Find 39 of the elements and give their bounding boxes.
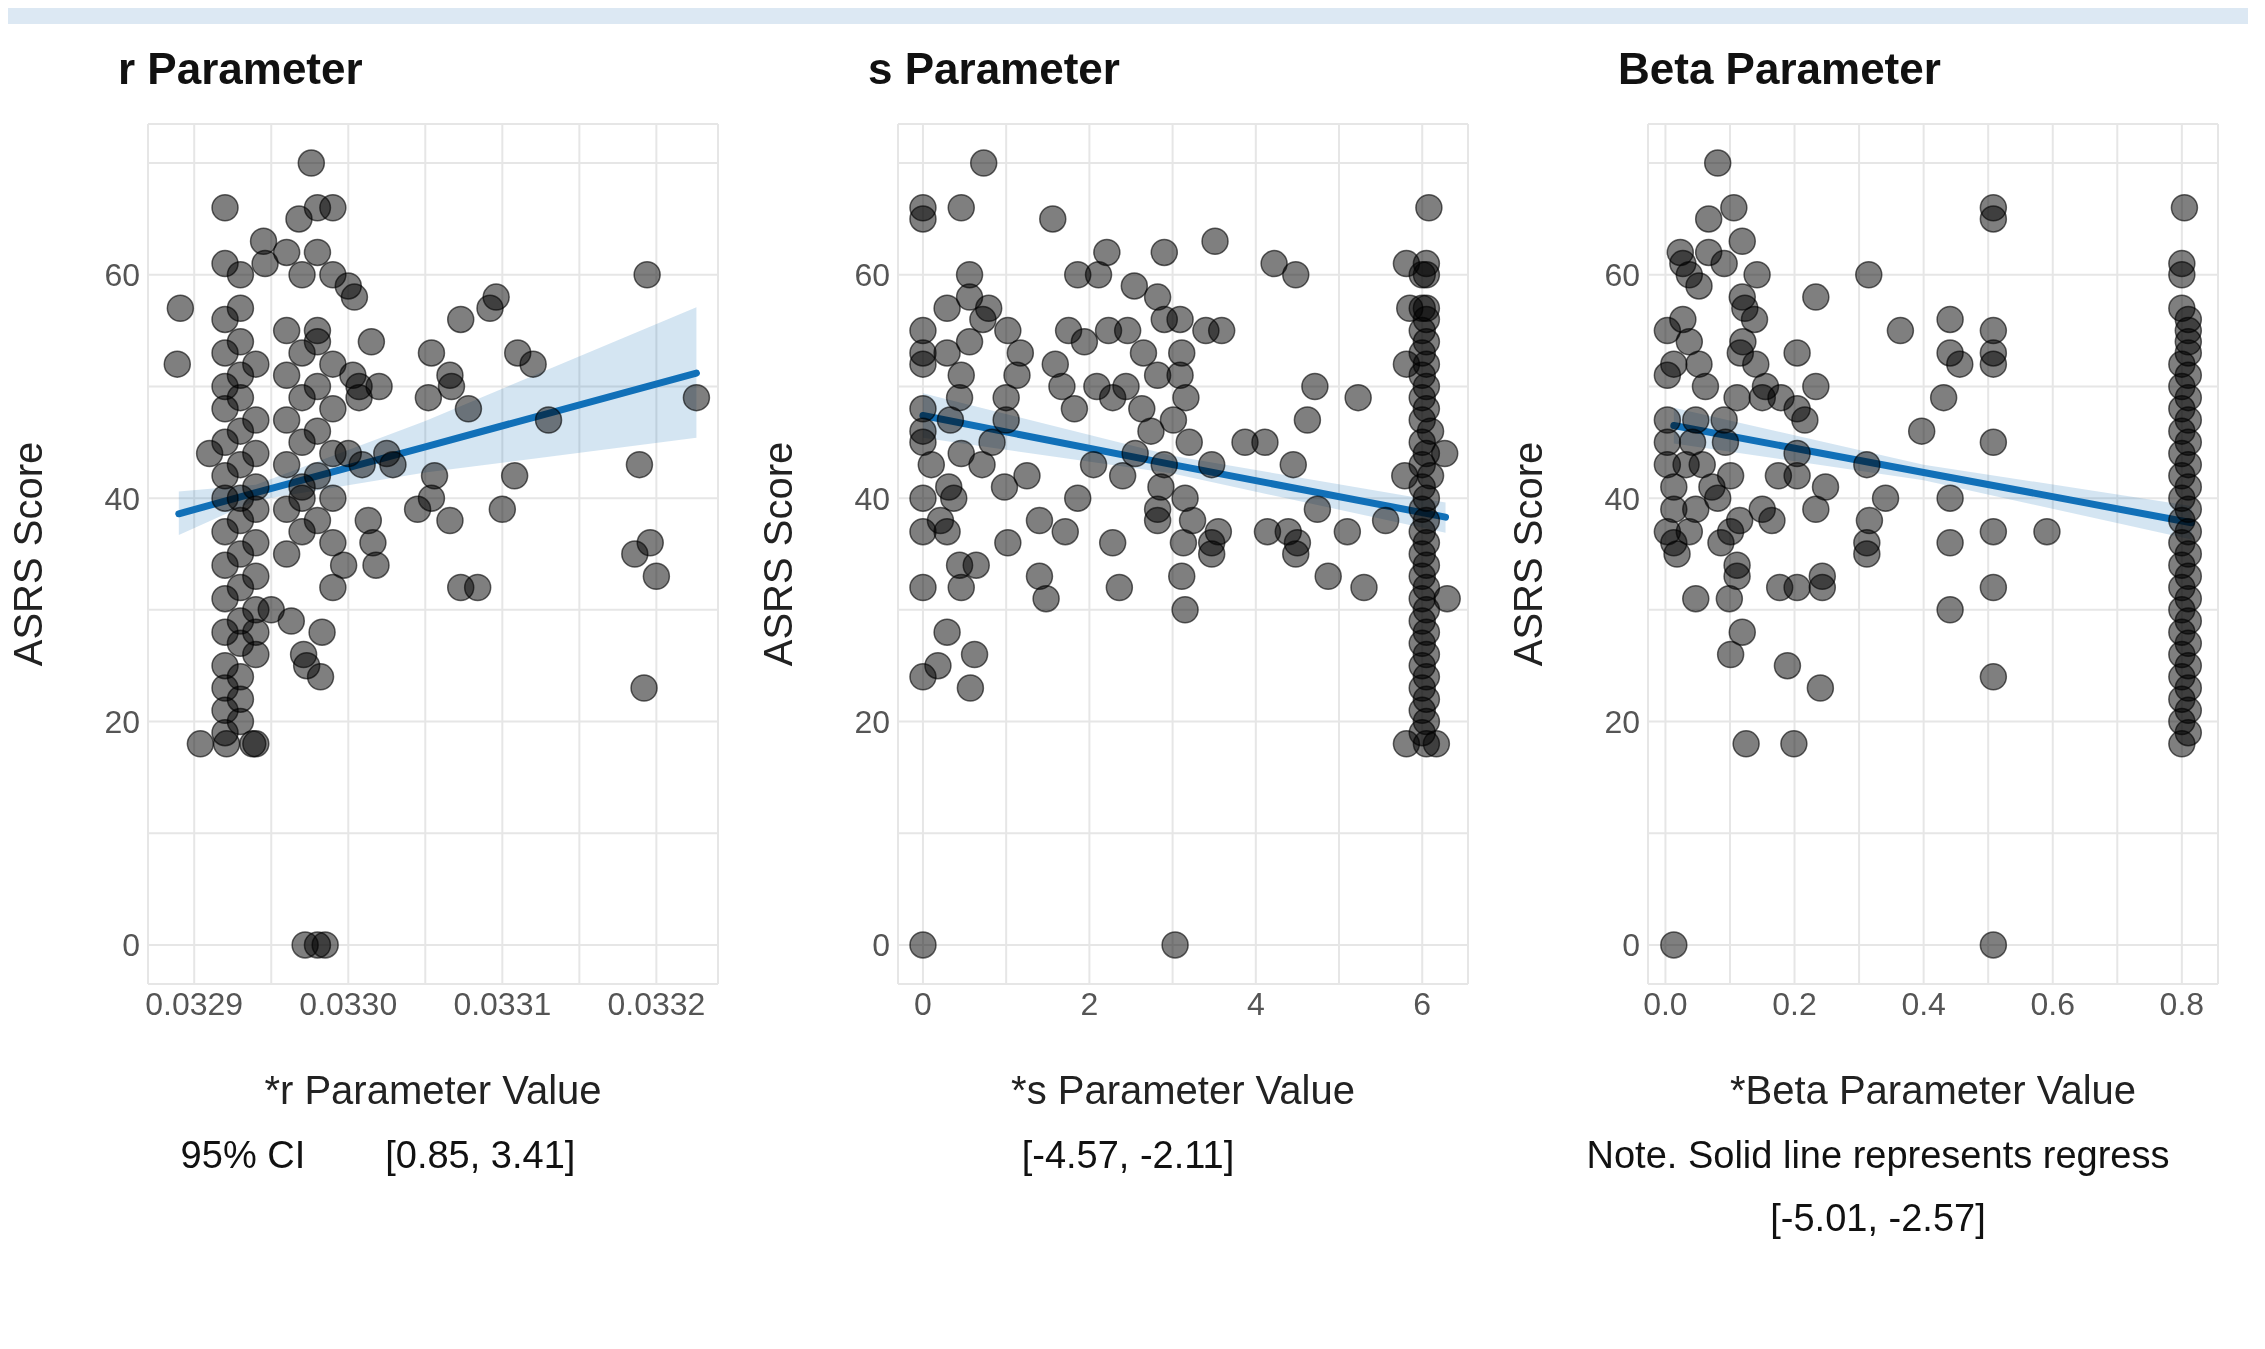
y-axis-title: ASRS Score [1506,441,1551,667]
x-tick-label: 0.0330 [299,985,398,1022]
y-tick-label: 20 [854,703,890,740]
x-axis-title: *Beta Parameter Value [1729,1068,2137,1112]
y-tick-label: 0 [1622,927,1640,964]
text: [0.85, 3.41] [385,1134,576,1177]
y-tick-label: 0 [872,927,890,964]
x-tick-label: 0.0332 [607,985,706,1022]
y-axis-title: ASRS Score [756,441,801,667]
text: [-5.01, -2.57] [1770,1197,1986,1240]
y-tick-label: 20 [104,703,140,740]
y-tick-label: 40 [854,480,890,517]
x-tick-label: 0.0 [1643,985,1688,1022]
x-tick-label: 0.8 [2159,985,2205,1022]
chart-title: s Parameter [868,43,1121,95]
x-tick-label: 4 [1246,985,1265,1022]
x-tick-label: 0.6 [2030,985,2075,1022]
x-tick-label: 0.4 [1901,985,1946,1022]
chart-title: Beta Parameter [1618,43,1942,95]
y-tick-label: 60 [1604,257,1640,294]
x-axis-title: *r Parameter Value [264,1068,602,1112]
x-tick-label: 0.0329 [145,985,244,1022]
text: Note. Solid line represents regress [1586,1134,2170,1177]
x-tick-label: 0 [914,985,932,1022]
x-axis-title: *s Parameter Value [1011,1068,1355,1112]
x-tick-label: 0.2 [1772,985,1817,1022]
y-tick-label: 60 [854,257,890,294]
text: 95% CI [180,1134,306,1177]
y-tick-label: 20 [1604,703,1640,740]
x-tick-label: 0.0331 [453,985,552,1022]
y-tick-label: 0 [122,927,140,964]
x-tick-label: 2 [1080,985,1099,1022]
y-tick-label: 40 [1604,480,1640,517]
x-tick-label: 6 [1413,985,1432,1022]
y-tick-label: 40 [104,480,140,517]
y-tick-label: 60 [104,257,140,294]
text: [-4.57, -2.11] [1021,1134,1235,1177]
chart-title: r Parameter [118,43,364,95]
y-axis-title: ASRS Score [6,441,51,667]
